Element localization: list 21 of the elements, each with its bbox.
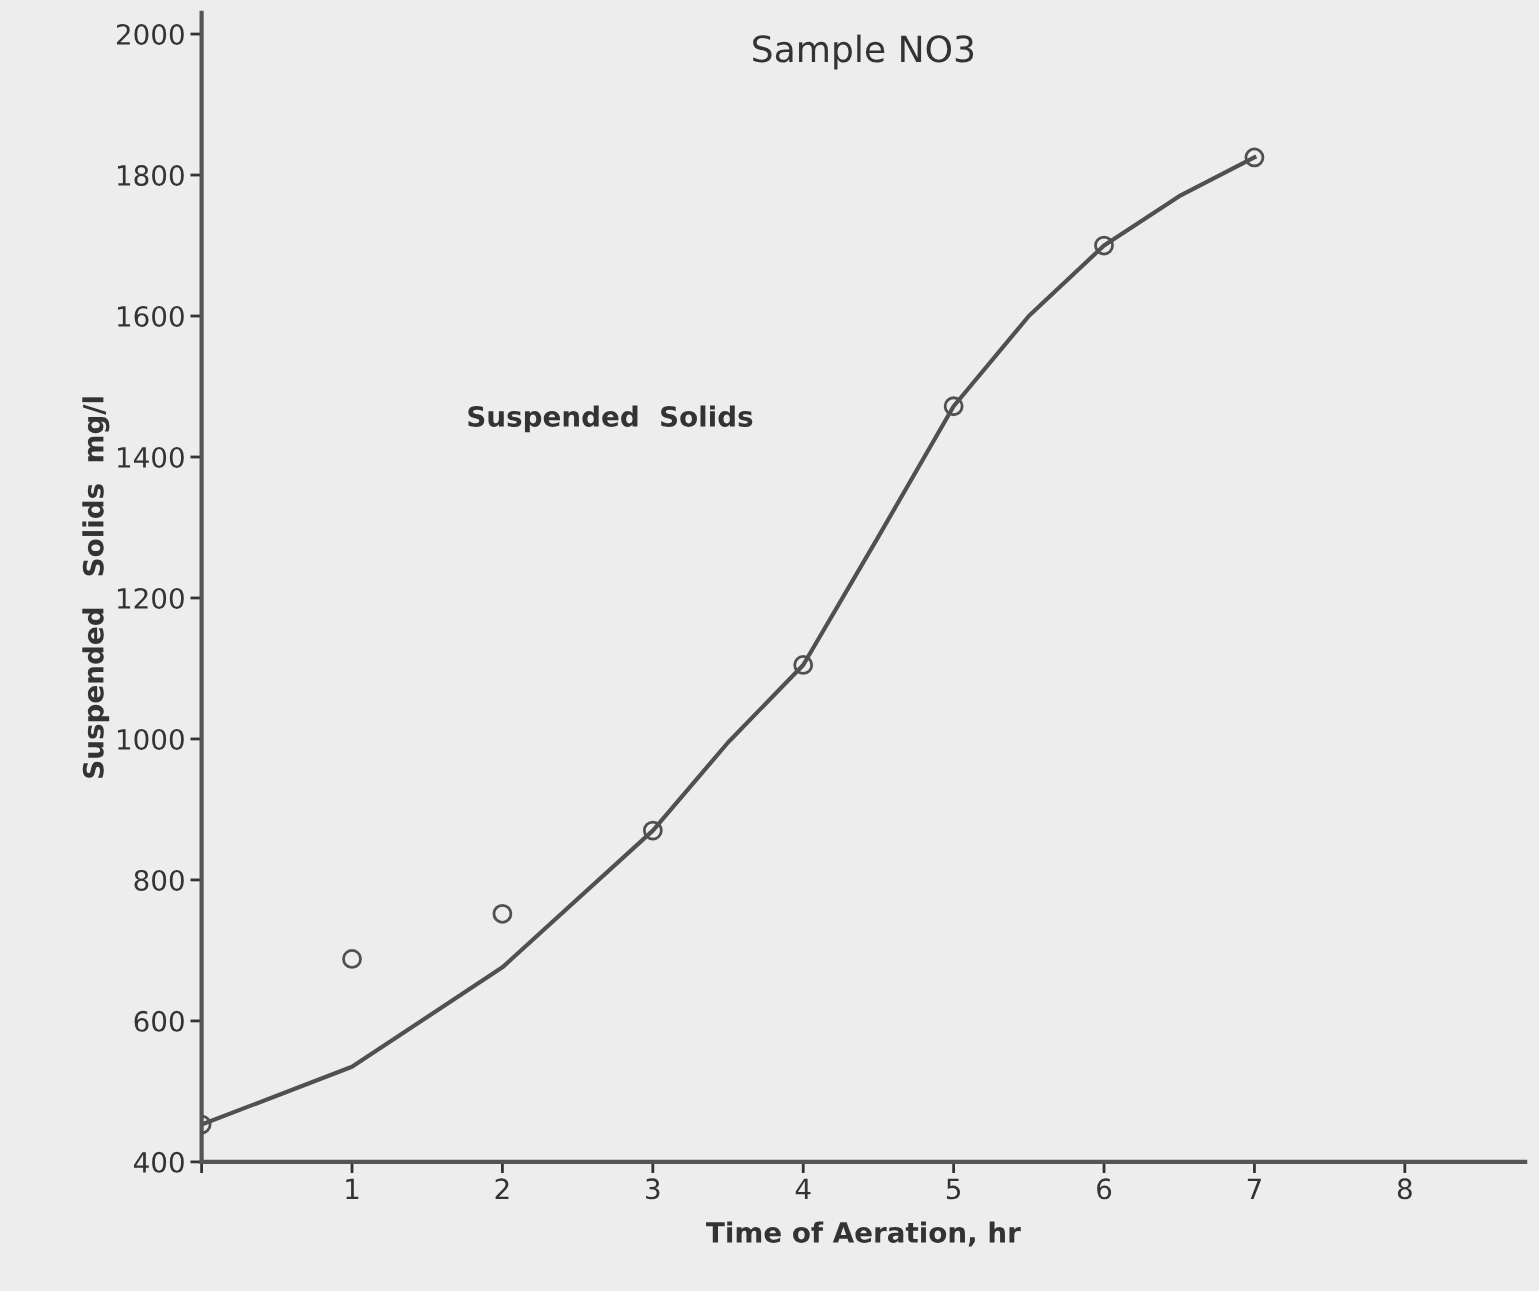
y-axis-title: Suspended Solids mg/l [82, 397, 110, 778]
x-tick-label: 2 [495, 1178, 509, 1199]
x-tick-label: 5 [946, 1178, 961, 1200]
y-tick-label: 1600 [117, 305, 184, 327]
y-tick-label: 2000 [116, 23, 184, 46]
y-tick-label: 1000 [117, 728, 184, 750]
x-axis-title: Time of Aeration, hr [706, 1221, 1021, 1247]
x-tick-label: 4 [795, 1178, 811, 1199]
y-tick-label: 1800 [117, 164, 184, 186]
x-tick-label: 6 [1097, 1178, 1112, 1200]
y-tick-label: 800 [134, 869, 184, 891]
y-tick-label: 600 [134, 1010, 184, 1032]
y-tick-label: 1400 [117, 446, 184, 468]
x-tick-label: 8 [1397, 1178, 1412, 1200]
annotation: Suspended Solids [468, 405, 753, 433]
text: Sample NO3 [753, 34, 974, 70]
y-tick-label: 1200 [117, 587, 184, 609]
y-tick-label: 400 [133, 1151, 184, 1173]
x-tick-label: 7 [1247, 1178, 1261, 1199]
x-tick-label: 1 [346, 1178, 359, 1199]
x-tick-label: 3 [646, 1178, 660, 1200]
